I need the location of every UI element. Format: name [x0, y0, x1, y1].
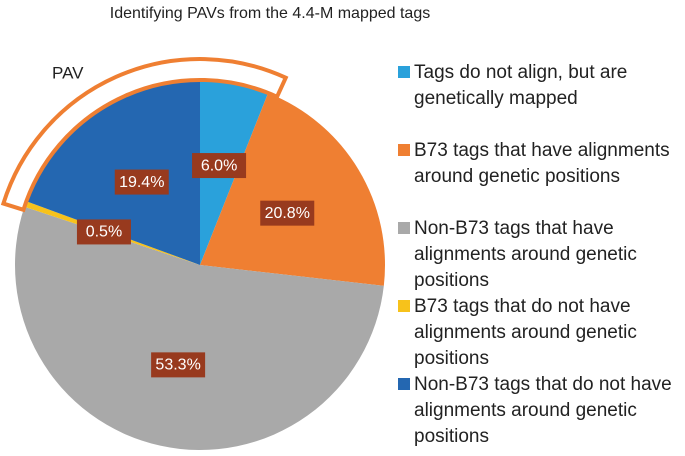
- legend-swatch: [398, 144, 410, 156]
- legend-swatch: [398, 222, 410, 234]
- pie-slice: [200, 92, 386, 286]
- value-label: 20.8%: [265, 205, 310, 222]
- annotation: PAV: [52, 63, 84, 82]
- legend-label: B73 tags that do not have alignments aro…: [414, 296, 637, 369]
- legend-label: Tags do not align, but are genetically m…: [414, 62, 628, 109]
- value-label: 53.3%: [155, 357, 200, 374]
- value-label-box: [192, 153, 247, 179]
- value-label: 19.4%: [119, 174, 164, 191]
- value-label-box: [151, 352, 206, 378]
- legend-swatch: [398, 300, 410, 312]
- pav-outline: [0, 57, 289, 213]
- chart-title: Identifying PAVs from the 4.4-M mapped t…: [110, 5, 430, 22]
- value-label: 6.0%: [201, 157, 237, 174]
- value-label-box: [260, 200, 315, 226]
- legend-label: B73 tags that have alignments around gen…: [414, 140, 670, 187]
- legend-label: Non-B73 tags that have alignments around…: [414, 218, 637, 291]
- value-label-box: [76, 219, 131, 245]
- legend-swatch: [398, 378, 410, 390]
- value-label-box: [114, 169, 169, 195]
- pie-slice: [26, 80, 201, 265]
- pie-slice: [14, 206, 384, 451]
- legend-label: Non-B73 tags that do not have alignments…: [414, 374, 672, 447]
- legend-swatch: [398, 66, 410, 78]
- value-label: 0.5%: [86, 224, 122, 241]
